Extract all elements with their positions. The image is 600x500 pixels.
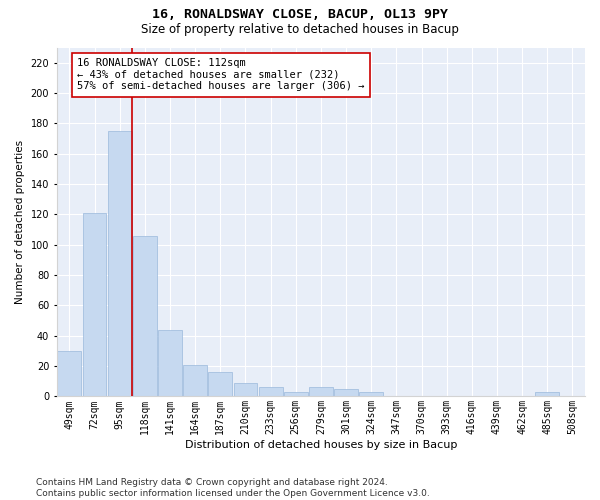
Y-axis label: Number of detached properties: Number of detached properties [15,140,25,304]
Bar [259,388,283,396]
Text: Contains HM Land Registry data © Crown copyright and database right 2024.
Contai: Contains HM Land Registry data © Crown c… [36,478,430,498]
Bar [158,330,182,396]
Text: 16 RONALDSWAY CLOSE: 112sqm
← 43% of detached houses are smaller (232)
57% of se: 16 RONALDSWAY CLOSE: 112sqm ← 43% of det… [77,58,364,92]
Bar [334,389,358,396]
X-axis label: Distribution of detached houses by size in Bacup: Distribution of detached houses by size … [185,440,457,450]
Bar [83,213,106,396]
Bar [233,383,257,396]
Text: Size of property relative to detached houses in Bacup: Size of property relative to detached ho… [141,22,459,36]
Text: 16, RONALDSWAY CLOSE, BACUP, OL13 9PY: 16, RONALDSWAY CLOSE, BACUP, OL13 9PY [152,8,448,20]
Bar [183,364,207,396]
Bar [108,131,131,396]
Bar [309,388,333,396]
Bar [535,392,559,396]
Bar [359,392,383,396]
Bar [208,372,232,396]
Bar [284,392,308,396]
Bar [133,236,157,396]
Bar [58,351,82,397]
